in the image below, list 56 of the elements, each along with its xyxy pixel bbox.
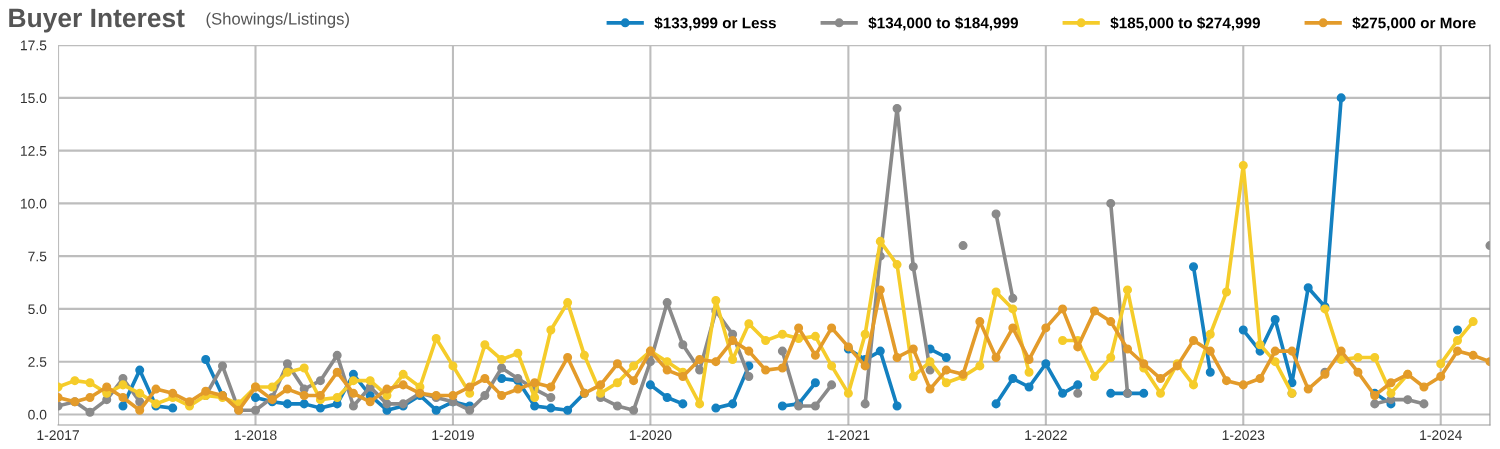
- point: [497, 363, 507, 373]
- point: [860, 399, 870, 409]
- point: [282, 359, 292, 369]
- y-tick-label: 17.5: [20, 40, 47, 51]
- point: [1073, 388, 1083, 398]
- point: [958, 241, 968, 251]
- point: [480, 390, 490, 400]
- point: [612, 401, 622, 411]
- point: [348, 401, 358, 411]
- point: [925, 365, 935, 375]
- legend-label: $133,999 or Less: [654, 16, 776, 31]
- point: [695, 365, 705, 375]
- x-tick-label: 1-2021: [827, 430, 870, 441]
- point: [85, 407, 95, 417]
- point: [332, 350, 342, 360]
- y-tick-label: 12.5: [20, 145, 47, 156]
- point: [315, 376, 325, 386]
- point: [892, 103, 902, 113]
- x-tick-label: 1-2018: [234, 430, 277, 441]
- point: [1419, 399, 1429, 409]
- point: [908, 262, 918, 272]
- point: [827, 380, 837, 390]
- point: [382, 399, 392, 409]
- y-tick-label: 2.5: [28, 357, 47, 367]
- legend-label: $275,000 or More: [1352, 16, 1476, 31]
- point: [678, 340, 688, 350]
- y-tick-label: 5.0: [28, 304, 47, 315]
- chart-subtitle: (Showings/Listings): [206, 12, 349, 28]
- y-tick-label: 10.0: [20, 198, 47, 209]
- point: [546, 393, 556, 403]
- x-tick-label: 1-2022: [1025, 430, 1067, 441]
- point: [1106, 198, 1116, 208]
- chart-title: Buyer Interest: [9, 8, 185, 33]
- point: [1403, 395, 1413, 405]
- point: [810, 401, 820, 411]
- y-tick-label: 0.0: [28, 409, 47, 420]
- point: [629, 405, 639, 415]
- point: [1008, 293, 1018, 303]
- point: [777, 346, 787, 356]
- x-tick-label: 1-2019: [432, 430, 474, 441]
- point: [645, 357, 655, 367]
- legend-label: $185,000 to $274,999: [1110, 16, 1260, 31]
- x-tick-label: 1-2017: [37, 430, 79, 441]
- point: [250, 405, 261, 415]
- x-tick-label: 1-2023: [1222, 430, 1265, 441]
- point: [744, 371, 754, 381]
- point: [465, 405, 475, 415]
- point: [1370, 399, 1380, 409]
- y-tick-label: 15.0: [20, 93, 47, 104]
- point: [135, 397, 145, 407]
- legend-label: $134,000 to $184,999: [868, 16, 1018, 31]
- y-tick-label: 7.5: [28, 251, 47, 262]
- point: [991, 209, 1001, 219]
- x-tick-label: 1-2020: [629, 430, 672, 441]
- point: [217, 361, 228, 371]
- x-tick-label: 1-2024: [1420, 430, 1462, 441]
